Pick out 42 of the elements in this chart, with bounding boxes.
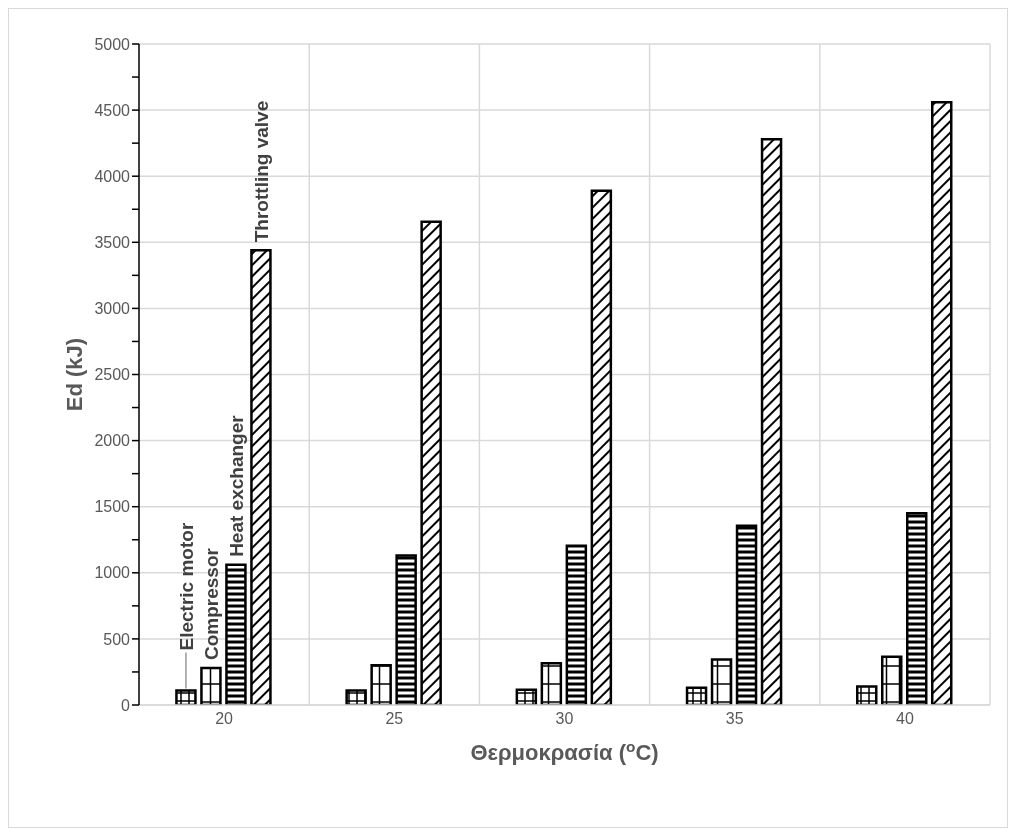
bar [930, 100, 953, 705]
bar [905, 512, 928, 705]
bar [250, 248, 272, 705]
y-tick-label: 1000 [94, 564, 131, 582]
y-tick-label: 2000 [94, 432, 131, 450]
x-tick-label: 40 [896, 710, 914, 728]
bar [345, 689, 367, 705]
y-tick-label: 5000 [94, 35, 131, 53]
text: Electric motor [175, 522, 197, 651]
bar [855, 685, 878, 705]
y-tick-label: 3000 [94, 300, 131, 318]
text: Throttling valve [250, 100, 272, 243]
bar [565, 544, 588, 705]
bar [515, 688, 538, 705]
bar [175, 689, 197, 705]
bar [200, 666, 222, 705]
bar [395, 554, 417, 705]
bar [710, 658, 733, 705]
bar [685, 686, 708, 705]
bar [880, 655, 903, 705]
bar [225, 563, 247, 705]
x-tick-label: 20 [215, 710, 234, 728]
x-tick-label: 30 [555, 710, 574, 728]
y-tick-label: 500 [103, 630, 131, 648]
y-tick-label: 1500 [94, 498, 131, 516]
y-tick-label: 4000 [94, 167, 131, 185]
y-tick-label: 0 [121, 696, 131, 714]
y-tick-label: 2500 [94, 366, 131, 384]
bar [420, 220, 442, 705]
x-tick-label: 25 [385, 710, 404, 728]
y-axis-title: Ed (kJ) [61, 337, 87, 412]
bar [735, 524, 758, 705]
bar [370, 664, 392, 705]
y-tick-label: 4500 [94, 101, 131, 119]
x-axis-title: Θερμοκρασία ($^{o}$C) [470, 737, 659, 765]
bar [760, 137, 783, 705]
text: Heat exchanger [225, 414, 247, 557]
text: Compressor [200, 547, 222, 660]
bar [540, 662, 563, 705]
y-tick-label: 3500 [94, 233, 131, 251]
x-tick-label: 35 [725, 710, 744, 728]
bar [590, 189, 613, 705]
